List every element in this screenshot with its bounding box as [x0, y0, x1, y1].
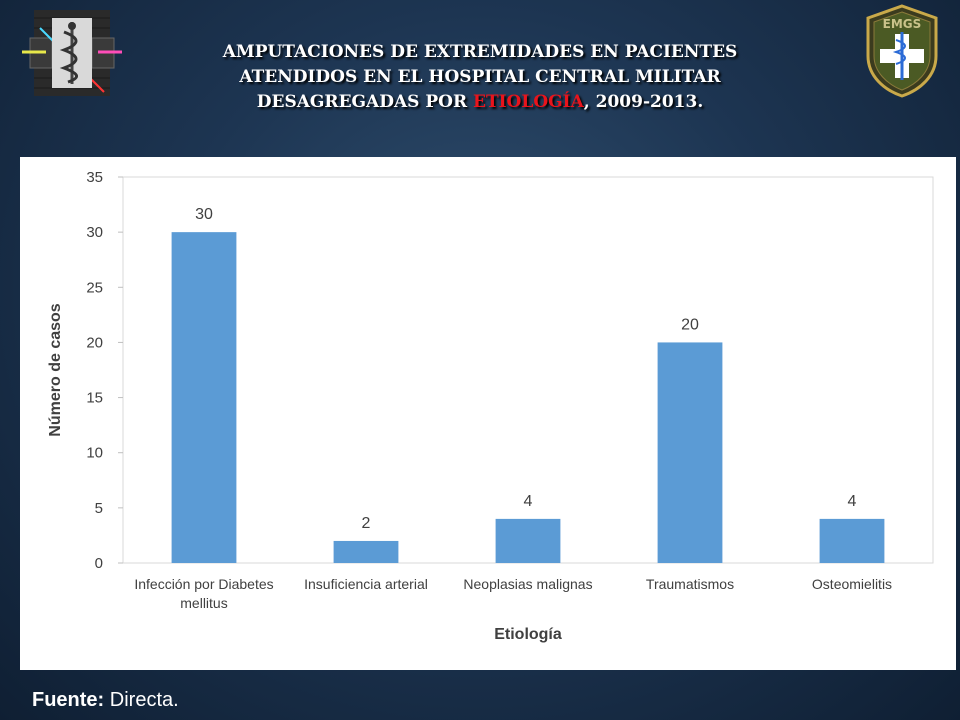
hospital-logo-left — [22, 8, 122, 98]
y-tick-label: 10 — [86, 445, 103, 462]
bar — [171, 232, 237, 563]
y-tick-label: 30 — [86, 224, 103, 241]
x-tick-label-line: Infección por Diabetes — [134, 576, 273, 592]
source-footer: Fuente: Directa. — [32, 689, 179, 712]
x-tick-label-line: Neoplasias malignas — [463, 576, 592, 592]
source-value: Directa. — [104, 689, 179, 711]
x-tick-label-line: Insuficiencia arterial — [304, 576, 428, 592]
title-highlight-etiologia: ETIOLOGÍA — [473, 92, 584, 112]
slide-title: AMPUTACIONES DE EXTREMIDADES EN PACIENTE… — [120, 40, 840, 115]
emgs-logo-text: EMGS — [883, 17, 922, 31]
x-axis-title: Etiología — [494, 626, 562, 643]
title-line-1: AMPUTACIONES DE EXTREMIDADES EN PACIENTE… — [222, 42, 738, 62]
emgs-shield-logo: EMGS — [864, 4, 940, 98]
axis-group: 0 5 10 15 20 25 30 35 Número de casos Etiología — [47, 169, 934, 643]
y-axis-title: Número de casos — [47, 303, 64, 436]
title-line-3-end: , 2009-2013. — [583, 92, 704, 112]
x-tick-label: Traumatismos — [646, 576, 734, 592]
source-label: Fuente: — [32, 689, 105, 711]
x-tick-label: Osteomielitis — [812, 576, 892, 592]
bar-chart: 0 5 10 15 20 25 30 35 Número de casos Etiología 3… — [47, 169, 934, 643]
bars-group — [171, 232, 885, 563]
y-tick-label: 35 — [86, 169, 103, 186]
chart-panel: 0 5 10 15 20 25 30 35 Número de casos Etiología 3… — [20, 157, 956, 670]
x-tick-label-line: mellitus — [180, 595, 227, 611]
bar — [495, 518, 561, 563]
bar-data-label: 4 — [524, 493, 533, 510]
x-tick-label: Insuficiencia arterial — [304, 576, 428, 592]
x-tick-label: Infección por Diabetes mellitus — [134, 576, 273, 611]
bar-data-label: 2 — [362, 515, 371, 532]
x-tick-label-line: Osteomielitis — [812, 576, 892, 592]
title-line-2: ATENDIDOS EN EL HOSPITAL CENTRAL MILITAR — [239, 67, 721, 87]
bar — [819, 518, 885, 563]
bar-data-label: 30 — [195, 206, 213, 223]
bar-data-label: 20 — [681, 316, 699, 333]
y-tick-label: 5 — [95, 500, 103, 517]
bar — [333, 540, 399, 563]
bar — [657, 342, 723, 563]
bar-data-label: 4 — [848, 493, 857, 510]
y-tick-label: 0 — [95, 555, 103, 572]
title-line-3-start: DESAGREGADAS POR — [256, 92, 473, 112]
y-tick-label: 15 — [86, 390, 103, 407]
x-tick-label: Neoplasias malignas — [463, 576, 592, 592]
labels-group: 30 Infección por Diabetes mellitus 2 Insufic… — [134, 206, 892, 611]
x-tick-label-line: Traumatismos — [646, 576, 734, 592]
y-tick-label: 20 — [86, 334, 103, 351]
y-tick-label: 25 — [86, 279, 103, 296]
